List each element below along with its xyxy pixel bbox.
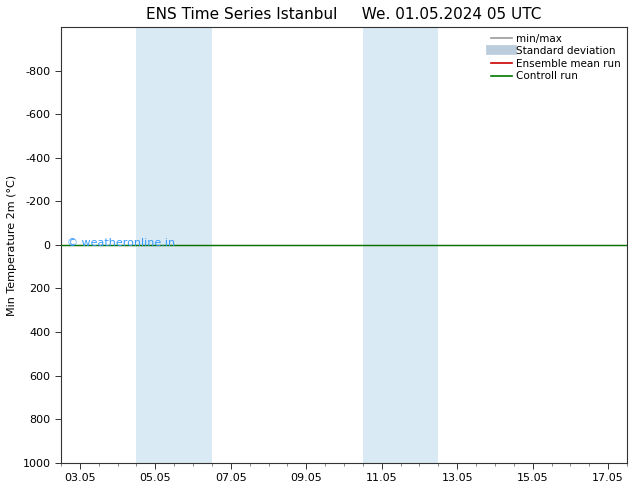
Bar — [401, 27, 438, 463]
Bar — [155, 27, 212, 463]
Text: © weatheronline.in: © weatheronline.in — [67, 238, 175, 248]
Bar — [136, 27, 155, 463]
Y-axis label: Min Temperature 2m (°C): Min Temperature 2m (°C) — [7, 174, 17, 316]
Title: ENS Time Series Istanbul     We. 01.05.2024 05 UTC: ENS Time Series Istanbul We. 01.05.2024 … — [146, 7, 541, 22]
Legend: min/max, Standard deviation, Ensemble mean run, Controll run: min/max, Standard deviation, Ensemble me… — [487, 29, 625, 86]
Bar — [363, 27, 401, 463]
